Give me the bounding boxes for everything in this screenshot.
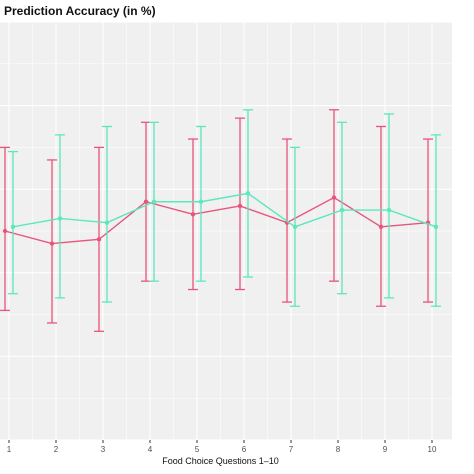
data-point <box>49 241 55 246</box>
series-2 <box>8 109 441 307</box>
data-point <box>57 216 63 221</box>
series-line <box>12 192 437 228</box>
x-tick-label: 4 <box>148 445 153 454</box>
data-point <box>143 199 149 204</box>
x-tick-label: 1 <box>7 445 12 454</box>
x-tick-label: 9 <box>383 445 388 454</box>
data-point <box>386 207 392 213</box>
grid-lines <box>0 21 452 441</box>
data-point <box>198 199 204 204</box>
data-point <box>339 207 345 213</box>
x-ticks: 1 2 3 4 5 6 7 8 9 10 <box>7 440 437 454</box>
x-tick-label: 3 <box>101 445 106 454</box>
x-tick-label: 7 <box>289 445 294 454</box>
data-point <box>237 203 243 209</box>
data-point <box>96 237 102 242</box>
data-point <box>378 224 384 230</box>
data-point <box>10 224 16 230</box>
data-point <box>245 191 251 196</box>
data-point <box>331 195 337 200</box>
x-tick-label: 6 <box>242 445 247 454</box>
data-point <box>433 224 439 230</box>
x-tick-label: 2 <box>54 445 59 454</box>
series-1 <box>0 109 433 332</box>
x-tick-label: 8 <box>336 445 341 454</box>
data-point <box>151 199 157 204</box>
chart-title: Prediction Accuracy (in %) <box>4 4 156 18</box>
data-point <box>104 220 110 225</box>
series-line <box>4 196 429 245</box>
data-point <box>2 228 8 234</box>
x-tick-label: 10 <box>428 445 437 454</box>
x-tick-label: 5 <box>195 445 200 454</box>
x-axis-title: Food Choice Questions 1–10 <box>162 456 279 466</box>
series-layer <box>0 109 441 332</box>
data-point <box>292 224 298 230</box>
data-point <box>190 212 196 217</box>
